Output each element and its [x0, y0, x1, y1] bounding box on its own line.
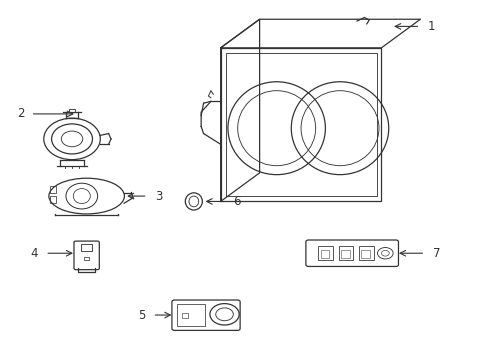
Bar	[318, 246, 333, 260]
Bar	[182, 312, 188, 318]
Bar	[84, 257, 89, 260]
Bar	[339, 246, 353, 260]
Bar	[177, 304, 205, 326]
Bar	[50, 186, 56, 193]
Text: 1: 1	[428, 20, 435, 33]
Text: 6: 6	[233, 195, 240, 208]
Bar	[81, 244, 93, 251]
Bar	[362, 249, 370, 257]
Text: 7: 7	[433, 247, 440, 260]
Bar	[359, 246, 374, 260]
Bar	[341, 249, 350, 257]
Text: 5: 5	[138, 309, 145, 321]
Text: 3: 3	[155, 190, 162, 203]
Text: 2: 2	[17, 107, 25, 120]
Text: 4: 4	[30, 247, 38, 260]
Bar	[320, 249, 329, 257]
Bar	[50, 196, 56, 203]
